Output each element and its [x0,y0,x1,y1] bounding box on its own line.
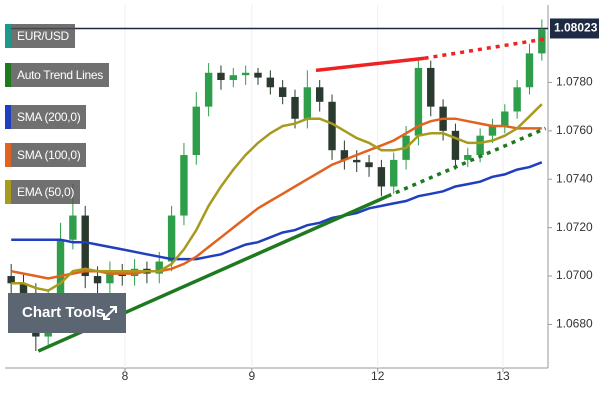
candle-body [315,87,324,102]
candle-body [538,29,546,54]
x-tick-label: 12 [371,369,385,383]
candle-body [476,135,484,156]
candle-body [254,72,262,78]
candle-body [303,87,312,119]
legend-label: EMA (50,0) [17,185,75,199]
trend-line [315,56,425,73]
last-price-box [550,18,599,39]
candle-body [377,167,386,187]
indicator-line [11,161,543,261]
y-tick-label: 1.0740 [556,171,593,185]
candle-body [93,276,102,284]
candle-body [192,106,200,156]
candle-body [167,215,176,262]
candle-body [81,215,89,277]
x-tick-label: 9 [248,369,255,383]
candle-body [365,162,373,168]
chart-tools-icon [103,306,117,320]
y-tick-label: 1.0720 [556,220,593,234]
candle-body [56,239,65,301]
y-tick-label: 1.0780 [556,75,593,89]
candle-body [291,96,299,119]
x-tick-label: 8 [122,369,129,383]
candle-body [229,75,238,81]
trend-line-projection [424,37,546,60]
candle-body [328,101,336,151]
indicator-line [10,117,542,280]
candle-body [340,150,349,160]
candle-body [19,283,28,293]
legend-entry: SMA (100,0) [5,143,87,167]
legend-entry: EUR/USD [5,24,75,48]
candle-body [488,126,497,136]
candle-body [451,130,460,160]
candle-body [525,53,534,88]
candle-body [69,215,77,240]
chart-tools-label: Chart Tools [22,304,105,321]
chart-tools-button[interactable]: Chart Tools [8,293,126,333]
legend-label: EUR/USD [17,29,69,43]
legend-label: Auto Trend Lines [17,68,103,82]
candle-body [180,155,188,216]
candle-body [241,72,250,76]
candle-body [106,271,114,284]
legend-entry: SMA (200,0) [5,105,87,129]
legend-swatch [5,180,11,204]
candle-body [217,72,225,81]
legend-entry: Auto Trend Lines [5,63,109,87]
candle-body [513,87,521,112]
trend-line-projection [386,126,547,198]
legend-label: SMA (100,0) [17,148,81,162]
candle-body [204,72,213,107]
y-tick-label: 1.0700 [556,268,593,282]
legend-entry: EMA (50,0) [5,180,81,204]
candle-body [278,87,287,97]
legend-swatch [5,105,11,129]
candle-body [427,67,435,107]
legend-label: SMA (200,0) [17,110,81,124]
last-price-label: 1.08023 [554,21,598,35]
candle-body [266,77,275,88]
candle-body [414,67,423,136]
indicator-line [11,103,543,292]
candle-body [353,159,361,163]
legend-swatch [5,24,11,48]
candle-body [501,111,509,126]
x-tick-label: 13 [496,369,510,383]
candle-body [390,159,398,187]
candle-body [155,261,163,274]
legend-swatch [5,143,11,167]
legend-swatch [5,63,11,87]
y-tick-label: 1.0760 [556,123,593,137]
candle-body [7,276,15,284]
candle-body [464,155,472,160]
y-tick-label: 1.0680 [556,317,593,331]
